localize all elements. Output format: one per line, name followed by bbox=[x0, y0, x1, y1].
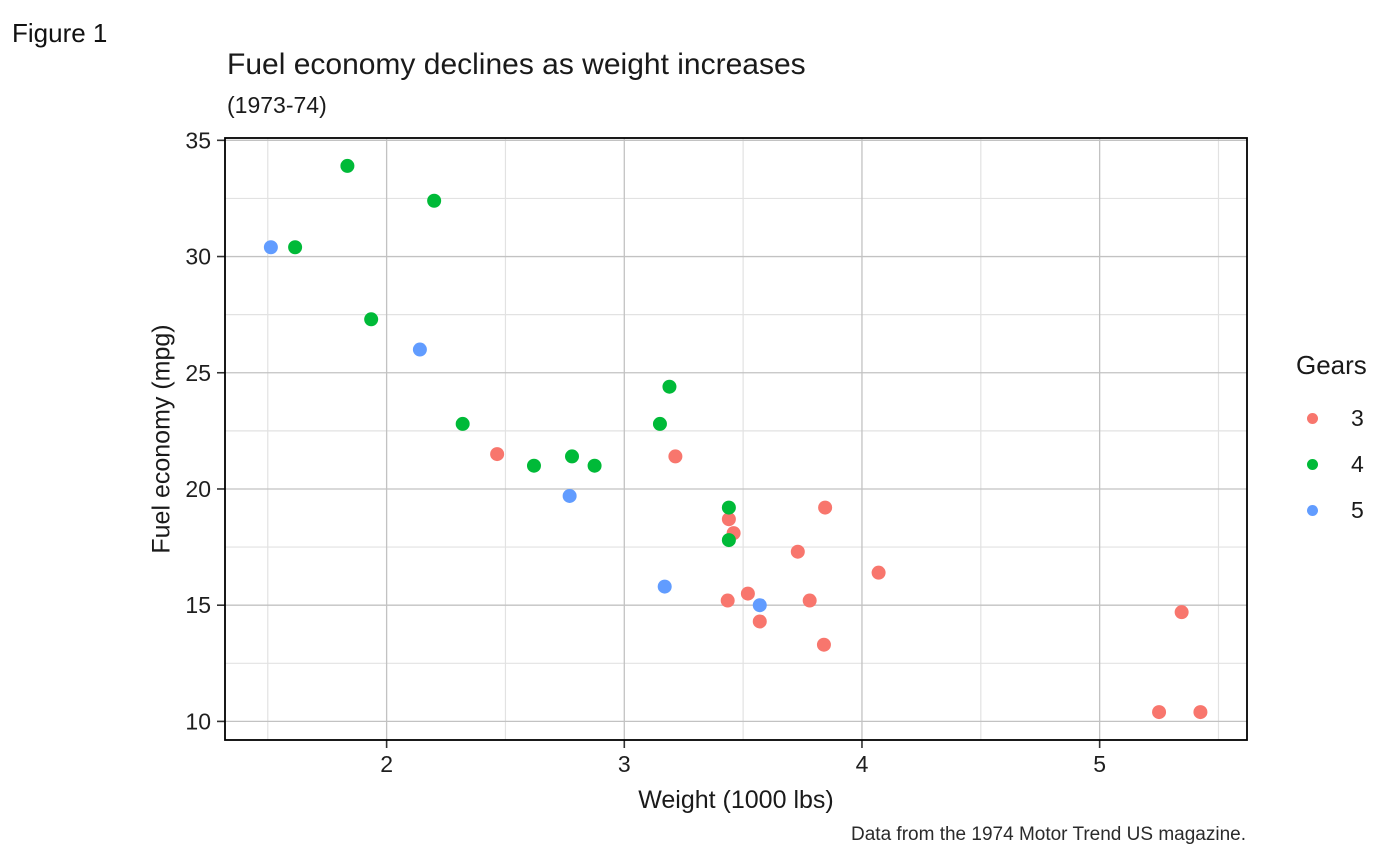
data-point-gear-3 bbox=[790, 544, 805, 559]
x-tick-label: 2 bbox=[380, 751, 393, 777]
data-point-gear-3 bbox=[1152, 705, 1167, 720]
data-point-gear-4 bbox=[288, 240, 303, 255]
data-point-gear-4 bbox=[652, 416, 667, 431]
y-tick-label: 35 bbox=[185, 127, 211, 153]
data-point-gear-4 bbox=[721, 533, 736, 548]
data-point-gear-4 bbox=[721, 500, 736, 515]
data-point-gear-4 bbox=[565, 449, 580, 464]
chart-title: Fuel economy declines as weight increase… bbox=[227, 48, 806, 81]
chart-caption: Data from the 1974 Motor Trend US magazi… bbox=[851, 824, 1246, 845]
x-axis-title: Weight (1000 lbs) bbox=[638, 786, 834, 814]
data-point-gear-4 bbox=[364, 312, 379, 327]
y-tick-label: 20 bbox=[185, 476, 211, 502]
legend: Gears 3 4 5 bbox=[1296, 350, 1367, 533]
data-point-gear-4 bbox=[455, 416, 470, 431]
figure-label: Figure 1 bbox=[12, 18, 108, 48]
data-point-gear-5 bbox=[752, 598, 767, 613]
data-point-gear-5 bbox=[263, 240, 278, 255]
panel-border bbox=[224, 137, 1248, 741]
legend-label: 4 bbox=[1351, 450, 1364, 477]
data-point-gear-4 bbox=[662, 379, 677, 394]
data-point-gear-3 bbox=[490, 447, 505, 462]
data-point-gear-3 bbox=[740, 586, 755, 601]
y-tick-label: 10 bbox=[185, 708, 211, 734]
data-point-gear-4 bbox=[427, 193, 442, 208]
legend-title: Gears bbox=[1296, 350, 1367, 380]
x-tick-label: 5 bbox=[1093, 751, 1106, 777]
data-point-gear-4 bbox=[526, 458, 541, 473]
legend-item-gear-4: 4 bbox=[1296, 441, 1367, 487]
data-point-gear-3 bbox=[720, 593, 735, 608]
data-point-gear-3 bbox=[1174, 605, 1189, 620]
legend-point-icon bbox=[1307, 458, 1318, 470]
legend-items: 3 4 5 bbox=[1296, 395, 1367, 533]
data-point-gear-3 bbox=[802, 593, 817, 608]
data-point-gear-3 bbox=[871, 565, 886, 580]
legend-item-gear-3: 3 bbox=[1296, 395, 1367, 441]
data-point-gear-3 bbox=[816, 637, 831, 652]
data-point-gear-4 bbox=[340, 158, 355, 173]
y-tick-label: 30 bbox=[185, 244, 211, 270]
data-point-gear-3 bbox=[752, 614, 767, 629]
y-axis-title: Fuel economy (mpg) bbox=[147, 324, 176, 554]
data-point-gear-4 bbox=[587, 458, 602, 473]
x-tick-label: 3 bbox=[618, 751, 631, 777]
chart-subtitle: (1973-74) bbox=[227, 92, 327, 118]
data-point-gear-5 bbox=[562, 488, 577, 503]
legend-label: 3 bbox=[1351, 404, 1364, 431]
data-point-gear-3 bbox=[721, 512, 736, 527]
legend-label: 5 bbox=[1351, 496, 1364, 523]
legend-item-gear-5: 5 bbox=[1296, 487, 1367, 533]
y-tick-label: 25 bbox=[185, 360, 211, 386]
data-point-gear-3 bbox=[668, 449, 683, 464]
legend-point-icon bbox=[1307, 412, 1318, 424]
data-point-gear-5 bbox=[657, 579, 672, 594]
data-point-gear-5 bbox=[412, 342, 427, 357]
data-point-gear-3 bbox=[1193, 705, 1208, 720]
y-tick-label: 15 bbox=[185, 592, 211, 618]
data-point-gear-3 bbox=[818, 500, 833, 515]
x-tick-label: 4 bbox=[856, 751, 869, 777]
legend-point-icon bbox=[1307, 504, 1318, 516]
